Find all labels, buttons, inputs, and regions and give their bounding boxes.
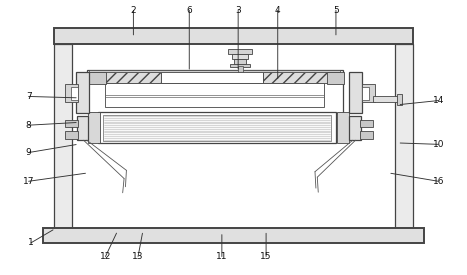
Text: 9: 9 xyxy=(26,148,31,157)
Bar xyxy=(65,131,78,139)
Bar xyxy=(232,54,248,59)
Bar xyxy=(360,120,373,127)
Text: 4: 4 xyxy=(275,6,281,15)
Text: 12: 12 xyxy=(100,252,111,261)
Bar xyxy=(88,72,106,84)
Text: 1: 1 xyxy=(28,238,34,247)
Bar xyxy=(77,116,88,140)
Text: 2: 2 xyxy=(131,6,136,15)
Bar xyxy=(71,87,78,100)
Text: 6: 6 xyxy=(186,6,192,15)
Text: 10: 10 xyxy=(432,140,444,149)
Bar xyxy=(65,84,78,102)
Text: 14: 14 xyxy=(433,96,444,105)
Bar xyxy=(99,111,336,143)
Bar xyxy=(234,59,246,64)
Bar xyxy=(65,120,78,127)
Bar xyxy=(349,72,362,113)
Bar xyxy=(106,83,324,108)
Bar xyxy=(87,70,343,113)
Bar xyxy=(263,72,340,83)
Bar xyxy=(373,96,399,102)
Bar xyxy=(89,72,161,83)
Bar xyxy=(395,45,413,228)
Text: 13: 13 xyxy=(132,252,144,261)
Text: 17: 17 xyxy=(23,177,35,186)
Bar xyxy=(360,131,373,139)
Bar xyxy=(103,115,331,141)
Text: 7: 7 xyxy=(26,92,31,101)
Text: 11: 11 xyxy=(216,252,227,261)
Bar xyxy=(361,84,375,102)
Bar xyxy=(397,94,402,105)
Bar xyxy=(361,87,368,100)
Text: 15: 15 xyxy=(260,252,272,261)
Bar xyxy=(42,228,425,243)
Bar xyxy=(228,50,252,54)
Bar xyxy=(88,111,100,143)
Text: 5: 5 xyxy=(333,6,339,15)
Bar xyxy=(337,111,348,143)
Bar xyxy=(54,28,413,45)
Bar xyxy=(54,45,72,228)
Text: 16: 16 xyxy=(432,177,444,186)
Bar xyxy=(238,66,243,72)
Bar xyxy=(349,116,361,140)
Bar xyxy=(326,72,344,84)
Bar xyxy=(76,72,89,113)
Bar xyxy=(230,64,250,67)
Text: 3: 3 xyxy=(235,6,241,15)
Text: 8: 8 xyxy=(26,121,31,130)
Bar xyxy=(161,72,263,83)
Bar xyxy=(89,70,340,72)
